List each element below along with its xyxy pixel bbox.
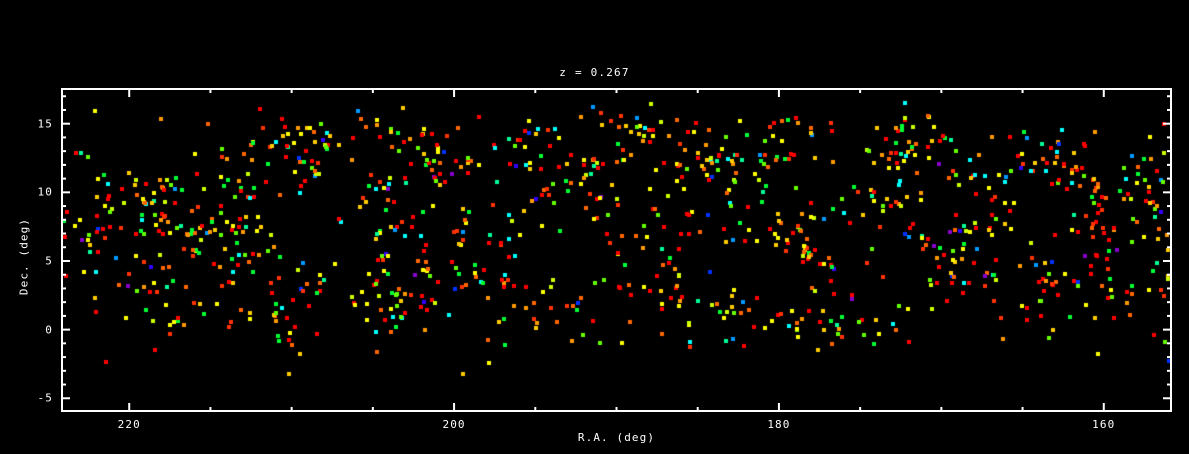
x-tick-label: 160 <box>1092 418 1116 431</box>
y-axis-title: Dec. (deg) <box>17 217 31 296</box>
y-tick-label: 5 <box>45 254 53 268</box>
y-tick-label: 15 <box>37 117 53 131</box>
x-axis-title: R.A. (deg) <box>577 431 656 444</box>
plot-title: z = 0.267 <box>559 66 630 79</box>
y-tick-label: 0 <box>45 323 53 337</box>
x-tick-label: 220 <box>117 418 141 431</box>
plot-data-area <box>61 88 1172 412</box>
x-tick-label: 180 <box>767 418 791 431</box>
y-tick-label: -5 <box>37 391 53 405</box>
data-points-canvas <box>61 88 1172 412</box>
y-tick-label: 10 <box>37 185 53 199</box>
x-tick-label: 200 <box>442 418 466 431</box>
